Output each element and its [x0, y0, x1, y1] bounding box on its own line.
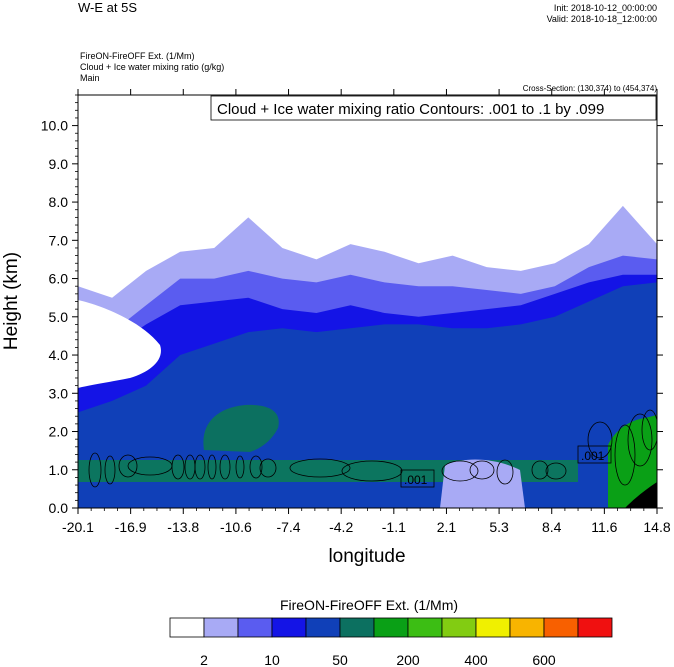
colorbar-tick-label: 400 — [464, 652, 488, 667]
y-tick-label: 2.0 — [49, 424, 69, 440]
contour-16 — [496, 459, 514, 485]
colorbar-swatch — [305, 617, 341, 638]
contour-lines — [88, 409, 657, 488]
y-tick-label: 4.0 — [49, 347, 69, 363]
right-black-blob — [625, 482, 657, 508]
contour-1 — [104, 455, 116, 485]
colorbar-tick-label: 10 — [264, 652, 280, 667]
colorbar-tick-label: 50 — [332, 652, 348, 667]
contour-label-box-1 — [400, 469, 435, 488]
colorbar-swatch — [237, 617, 273, 638]
colorbar-swatch — [577, 617, 613, 638]
y-tick-label: 6.0 — [49, 271, 69, 287]
contour-11 — [259, 458, 277, 478]
contour-14 — [441, 460, 479, 482]
contour-6 — [194, 454, 206, 480]
cross-section-label: Cross-Section: (130,374) to (454,374) — [523, 84, 658, 93]
contour-4 — [171, 454, 185, 480]
contour-info-box — [210, 95, 657, 121]
colorbar-swatch — [441, 617, 477, 638]
contour-label-1: .001 — [404, 473, 428, 487]
contour-info-text: Cloud + Ice water mixing ratio Contours:… — [217, 101, 604, 118]
contour-12 — [289, 458, 351, 478]
x-tick-label: -20.1 — [62, 519, 94, 535]
colorbar-tick-label: 2 — [200, 652, 208, 667]
contour-2 — [118, 454, 138, 478]
contour-21 — [627, 413, 653, 467]
mid-light-patch — [440, 459, 525, 508]
x-tick-label: 11.6 — [591, 519, 617, 535]
y-tick-label: 1.0 — [49, 462, 69, 478]
domain-label: Main — [80, 73, 100, 83]
x-tick-label: 8.4 — [542, 519, 562, 535]
colorbar-swatch — [373, 617, 409, 638]
upper-white-gap — [78, 300, 161, 388]
y-tick-label: 7.0 — [49, 232, 69, 248]
x-tick-label: -4.2 — [329, 519, 353, 535]
contour-19 — [587, 421, 613, 459]
contour-field-name: Cloud + Ice water mixing ratio (g/kg) — [80, 62, 224, 72]
field-name: FireON-FireOFF Ext. (1/Mm) — [80, 51, 195, 61]
colorbar-tick-label: 600 — [532, 652, 556, 667]
colorbar-swatch — [169, 617, 205, 638]
colorbar-tick-label: 200 — [396, 652, 420, 667]
valid-time: Valid: 2018-10-18_12:00:00 — [547, 14, 657, 24]
contour-8 — [219, 454, 231, 480]
colorbar-swatch — [475, 617, 511, 638]
colorbar-swatch — [543, 617, 579, 638]
green-blob — [203, 404, 279, 452]
colorbar: 2 10 50 200 400 600 — [169, 617, 613, 667]
y-tick-label: 8.0 — [49, 194, 69, 210]
contour-18 — [545, 462, 567, 480]
x-tick-label: -16.9 — [115, 519, 147, 535]
colorbar-title: FireON-FireOFF Ext. (1/Mm) — [280, 597, 458, 613]
x-tick-label: -7.4 — [276, 519, 300, 535]
contour-22 — [641, 409, 657, 451]
contour-15 — [469, 460, 495, 480]
y-tick-label: 10.0 — [41, 118, 68, 134]
contour-0 — [88, 452, 102, 488]
y-tick-label: 5.0 — [49, 309, 69, 325]
x-axis-label: longitude — [328, 546, 405, 567]
colorbar-swatch — [271, 617, 307, 638]
y-tick-label: 3.0 — [49, 385, 69, 401]
y-axis-label: Height (km) — [1, 252, 22, 350]
y-tick-label: 0.0 — [49, 500, 69, 516]
colorbar-swatch — [203, 617, 239, 638]
y-tick-label: 9.0 — [49, 156, 69, 172]
colorbar-swatch — [509, 617, 545, 638]
plot-title: W-E at 5S — [78, 0, 137, 15]
x-tick-label: -1.1 — [382, 519, 406, 535]
x-tick-label: 5.3 — [489, 519, 509, 535]
x-tick-label: 2.1 — [437, 519, 457, 535]
x-tick-label: -13.8 — [167, 519, 199, 535]
contour-label-2: .001 — [581, 449, 605, 463]
colorbar-swatch — [339, 617, 375, 638]
x-tick-label: -10.6 — [220, 519, 252, 535]
shading-layer-200 — [78, 282, 657, 508]
contour-20 — [614, 424, 636, 486]
contour-7 — [207, 454, 217, 480]
contour-17 — [531, 460, 549, 480]
right-green-blob — [608, 415, 657, 508]
init-time: Init: 2018-10-12_00:00:00 — [554, 3, 657, 13]
colorbar-swatch — [407, 617, 443, 638]
contour-label-box-2 — [577, 445, 612, 464]
contour-10 — [249, 455, 263, 479]
x-tick-label: 14.8 — [643, 519, 670, 535]
contour-13 — [341, 460, 403, 482]
contour-9 — [235, 455, 245, 479]
